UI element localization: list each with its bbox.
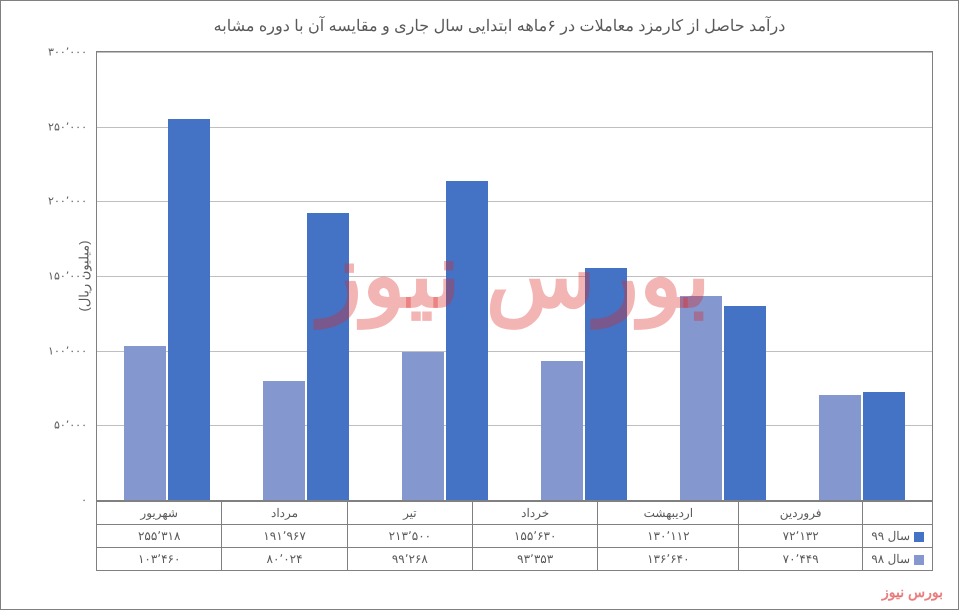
data-cell: ۷۲٬۱۳۲ [739,525,863,548]
bar [402,352,444,500]
chart-container: درآمد حاصل از کارمزد معاملات در ۶ماهه اب… [0,0,959,610]
data-cell: ۱۳۶٬۶۴۰ [598,548,739,571]
bar [263,381,305,501]
data-cell: ۱۵۵٬۶۳۰ [473,525,598,548]
legend-swatch [914,555,924,565]
category-header: فروردین [739,502,863,525]
y-tick: ۲۰۰٬۰۰۰ [39,195,87,208]
data-cell: ۲۵۵٬۳۱۸ [97,525,222,548]
bar [863,392,905,500]
legend-swatch [914,532,924,542]
y-tick: ۰ [39,494,87,507]
data-cell: ۷۰٬۴۴۹ [739,548,863,571]
data-cell: ۲۱۳٬۵۰۰ [347,525,472,548]
series-legend: سال ۹۹ [863,525,933,548]
table-corner [863,502,933,525]
category-header: اردیبهشت [598,502,739,525]
series-legend: سال ۹۸ [863,548,933,571]
data-cell: ۹۹٬۲۶۸ [347,548,472,571]
category-group [236,52,375,500]
category-header: شهریور [97,502,222,525]
data-cell: ۸۰٬۰۲۴ [222,548,347,571]
bar [446,181,488,500]
plot-area: (میلیون ریال) ۰۵۰٬۰۰۰۱۰۰٬۰۰۰۱۵۰٬۰۰۰۲۰۰٬۰… [96,51,933,501]
bars-area [97,52,932,500]
bar [585,268,627,500]
y-axis: ۰۵۰٬۰۰۰۱۰۰٬۰۰۰۱۵۰٬۰۰۰۲۰۰٬۰۰۰۲۵۰٬۰۰۰۳۰۰٬۰… [42,52,92,500]
category-group [375,52,514,500]
y-tick: ۳۰۰٬۰۰۰ [39,46,87,59]
bar [168,119,210,500]
data-cell: ۱۹۱٬۹۶۷ [222,525,347,548]
series-name: سال ۹۸ [871,552,910,566]
y-tick: ۱۵۰٬۰۰۰ [39,270,87,283]
chart-title: درآمد حاصل از کارمزد معاملات در ۶ماهه اب… [61,16,938,36]
y-tick: ۲۵۰٬۰۰۰ [39,120,87,133]
bar [680,296,722,500]
category-header: تیر [347,502,472,525]
data-cell: ۱۳۰٬۱۱۲ [598,525,739,548]
bar [541,361,583,500]
bar [124,346,166,501]
y-tick: ۱۰۰٬۰۰۰ [39,344,87,357]
category-group [514,52,653,500]
category-group [97,52,236,500]
category-header: خرداد [473,502,598,525]
data-table: فروردیناردیبهشتخردادتیرمردادشهریور سال ۹۹… [96,501,933,571]
category-header: مرداد [222,502,347,525]
bar [307,213,349,500]
bar [724,306,766,500]
bar [819,395,861,500]
watermark-corner: بورس نیوز [882,584,943,601]
y-tick: ۵۰٬۰۰۰ [39,419,87,432]
category-group [654,52,793,500]
data-cell: ۹۳٬۳۵۳ [473,548,598,571]
category-group [793,52,932,500]
series-name: سال ۹۹ [871,529,910,543]
data-cell: ۱۰۳٬۴۶۰ [97,548,222,571]
